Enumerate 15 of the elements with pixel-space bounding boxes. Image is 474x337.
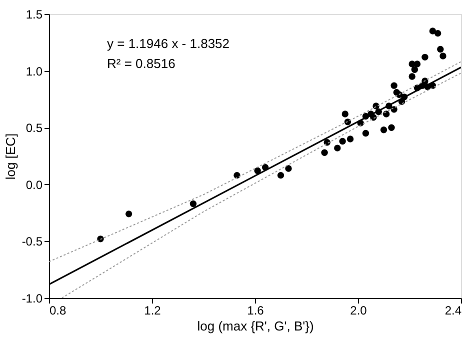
x-tick-label: 2.0 [350,304,368,318]
y-tick-label: -0.5 [22,234,43,249]
y-tick-label: 0.0 [26,178,43,192]
y-tick-label: -1.0 [22,292,43,306]
annotation: R² = 0.8516 [107,56,176,71]
y-axis-title: log [EC] [2,133,18,180]
x-tick-label: 0.8 [50,304,67,318]
y-tick-label: 1.0 [26,64,43,78]
x-tick-label: 1.2 [144,304,162,318]
y-tick-label: 1.5 [26,8,43,22]
x-axis-title: log (max {R', G', B'}) [197,318,314,334]
annotation: y = 1.1946 x - 1.8352 [107,36,230,51]
y-tick-label: 0.5 [26,121,43,136]
x-tick-label: 1.6 [247,304,264,318]
x-tick-label: 2.4 [444,304,462,318]
